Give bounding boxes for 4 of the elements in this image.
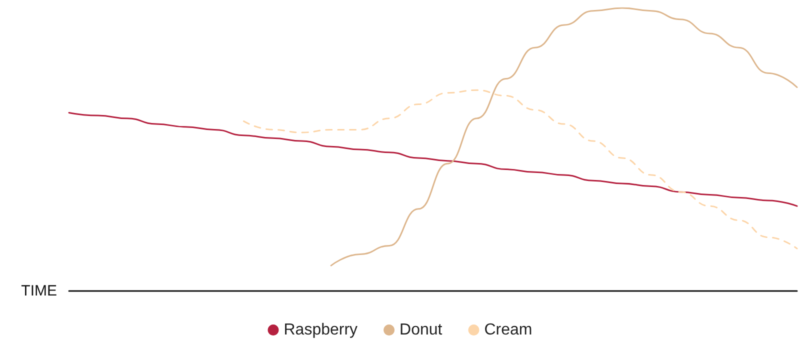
legend-label: Cream [484, 322, 532, 338]
legend-label: Raspberry [284, 322, 358, 338]
legend-label: Donut [400, 322, 443, 338]
x-axis-title: TIME [21, 282, 57, 300]
